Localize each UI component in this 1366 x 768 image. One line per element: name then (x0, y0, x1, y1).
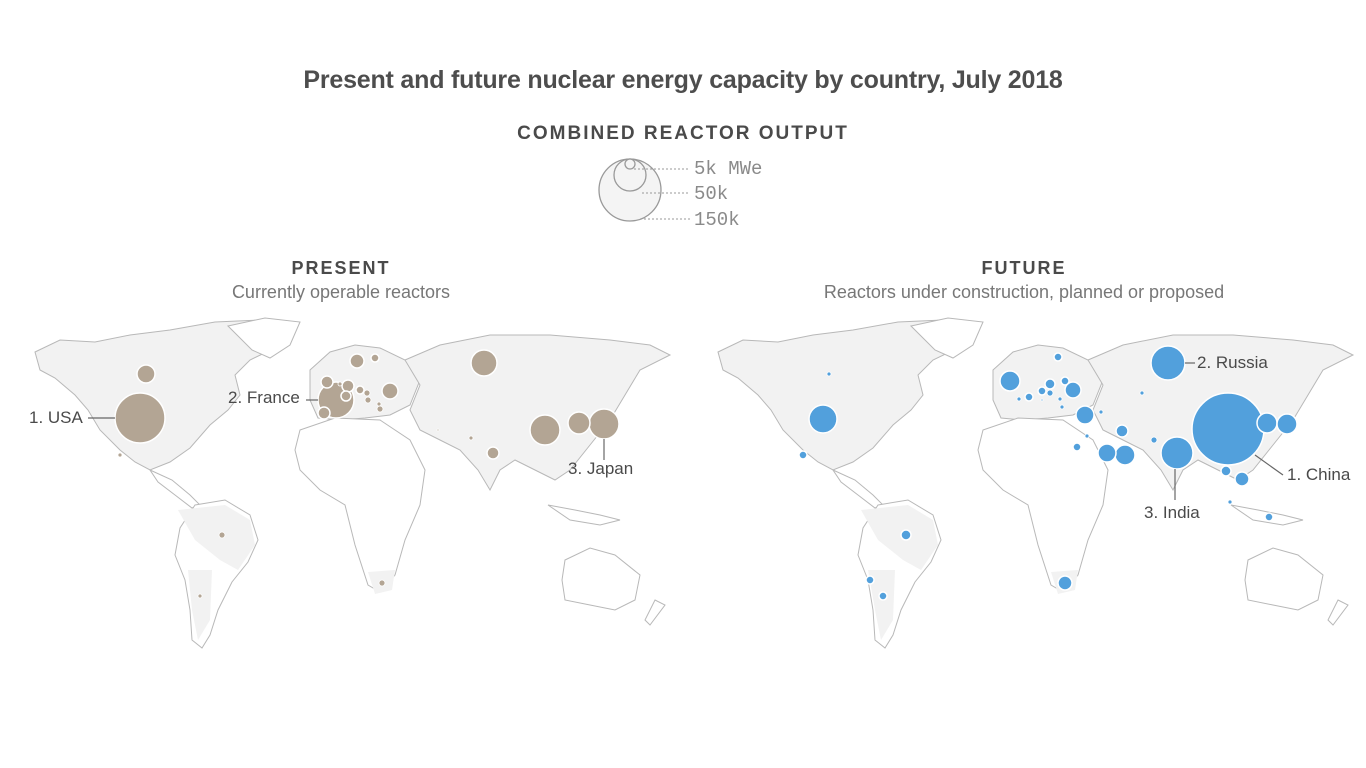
bubble-romania (376, 401, 382, 407)
bubble-iran (1115, 424, 1129, 438)
bubble-canada (136, 364, 156, 384)
bubble-india (486, 446, 500, 460)
bubble-south-africa (1057, 575, 1073, 591)
legend-circles-icon (598, 158, 690, 222)
bubble-ukraine (1064, 381, 1082, 399)
bubble-indonesia (1264, 512, 1274, 522)
bubble-argentina (197, 593, 203, 599)
bubble-slovenia (1040, 398, 1044, 402)
bubble-ukraine (381, 382, 399, 400)
bubble-belarus (1060, 376, 1070, 386)
present-bubbles-layer (114, 349, 620, 599)
chart-title: Present and future nuclear energy capaci… (303, 66, 1063, 94)
bubble-armenia (436, 428, 440, 432)
bubble-bulgaria (376, 405, 384, 413)
bubble-japan (1276, 413, 1298, 435)
bubble-hungary (1057, 396, 1063, 402)
bubble-pakistan (1150, 436, 1158, 444)
bubble-france (1024, 392, 1034, 402)
bubble-brazil (900, 529, 912, 541)
bubble-south-korea (1256, 412, 1278, 434)
legend-label-5k: 5k MWe (694, 158, 763, 180)
bubble-poland (1044, 378, 1056, 390)
bubble-slovakia (1046, 389, 1054, 397)
bubble-saudi-arabia (1097, 443, 1117, 463)
callout-present-1-usa: 1. USA (29, 408, 83, 427)
present-world-map (34, 317, 672, 649)
bubble-uk (999, 370, 1021, 392)
future-panel-header: FUTURE Reactors under construction, plan… (724, 258, 1324, 303)
bubble-russia (1150, 345, 1186, 381)
bubble-thailand (1220, 465, 1232, 477)
bubble-hungary (364, 396, 372, 404)
bubble-bulgaria (1059, 404, 1065, 410)
bubble-czech-republic (355, 385, 365, 395)
bubble-canada (826, 371, 832, 377)
bubble-finland (1053, 352, 1063, 362)
bubble-russia (470, 349, 498, 377)
bubble-vietnam (1234, 471, 1250, 487)
present-subheading: Currently operable reactors (231, 282, 451, 302)
bubble-uae (1114, 444, 1136, 466)
callout-future-3-india: 3. India (1144, 503, 1200, 522)
bubble-turkey (1075, 405, 1095, 425)
bubble-czech-republic (1037, 386, 1047, 396)
present-panel-header: PRESENT Currently operable reactors (141, 258, 541, 303)
bubble-brazil (218, 531, 226, 539)
bubble-usa (114, 392, 166, 444)
legend-label-50k: 50k (694, 183, 729, 205)
callout-present-2-france: 2. France (228, 388, 300, 407)
bubble-egypt (1072, 442, 1082, 452)
bubble-mexico (798, 450, 808, 460)
callout-present-3-japan: 3. Japan (568, 459, 634, 478)
bubble-switzerland (340, 390, 352, 402)
bubble-malaysia (1227, 499, 1233, 505)
bubble-jordan (1084, 433, 1090, 439)
future-heading: FUTURE (981, 258, 1067, 278)
bubble-slovakia (363, 389, 371, 397)
bubble-finland (370, 353, 380, 363)
callout-future-1-china: 1. China (1287, 465, 1351, 484)
bubble-sweden (349, 353, 365, 369)
future-subheading: Reactors under construction, planned or … (823, 282, 1225, 302)
legend-title: COMBINED REACTOR OUTPUT (517, 123, 849, 144)
legend-label-150k: 150k (694, 209, 740, 231)
bubble-india (1160, 436, 1194, 470)
bubble-china (529, 414, 561, 446)
bubble-chile (865, 575, 875, 585)
future-bubbles-layer (798, 345, 1298, 601)
bubble-kazakhstan (1139, 390, 1145, 396)
bubble-armenia (1098, 409, 1104, 415)
bubble-china (1191, 392, 1265, 466)
bubble-belgium (337, 381, 343, 387)
present-heading: PRESENT (291, 258, 391, 278)
bubble-south-africa (378, 579, 386, 587)
bubble-germany (341, 379, 355, 393)
size-legend: 5k MWe 50k 150k (590, 152, 790, 232)
bubble-argentina (878, 591, 888, 601)
bubble-south-korea (567, 411, 591, 435)
bubble-usa (808, 404, 838, 434)
bubble-japan (588, 408, 620, 440)
bubble-pakistan (468, 435, 474, 441)
bubble-mexico (117, 452, 123, 458)
bubble-spain (317, 406, 331, 420)
future-world-map (717, 317, 1355, 649)
bubble-uk (320, 375, 334, 389)
callout-future-2-russia: 2. Russia (1197, 353, 1268, 372)
bubble-belgium (1016, 396, 1022, 402)
